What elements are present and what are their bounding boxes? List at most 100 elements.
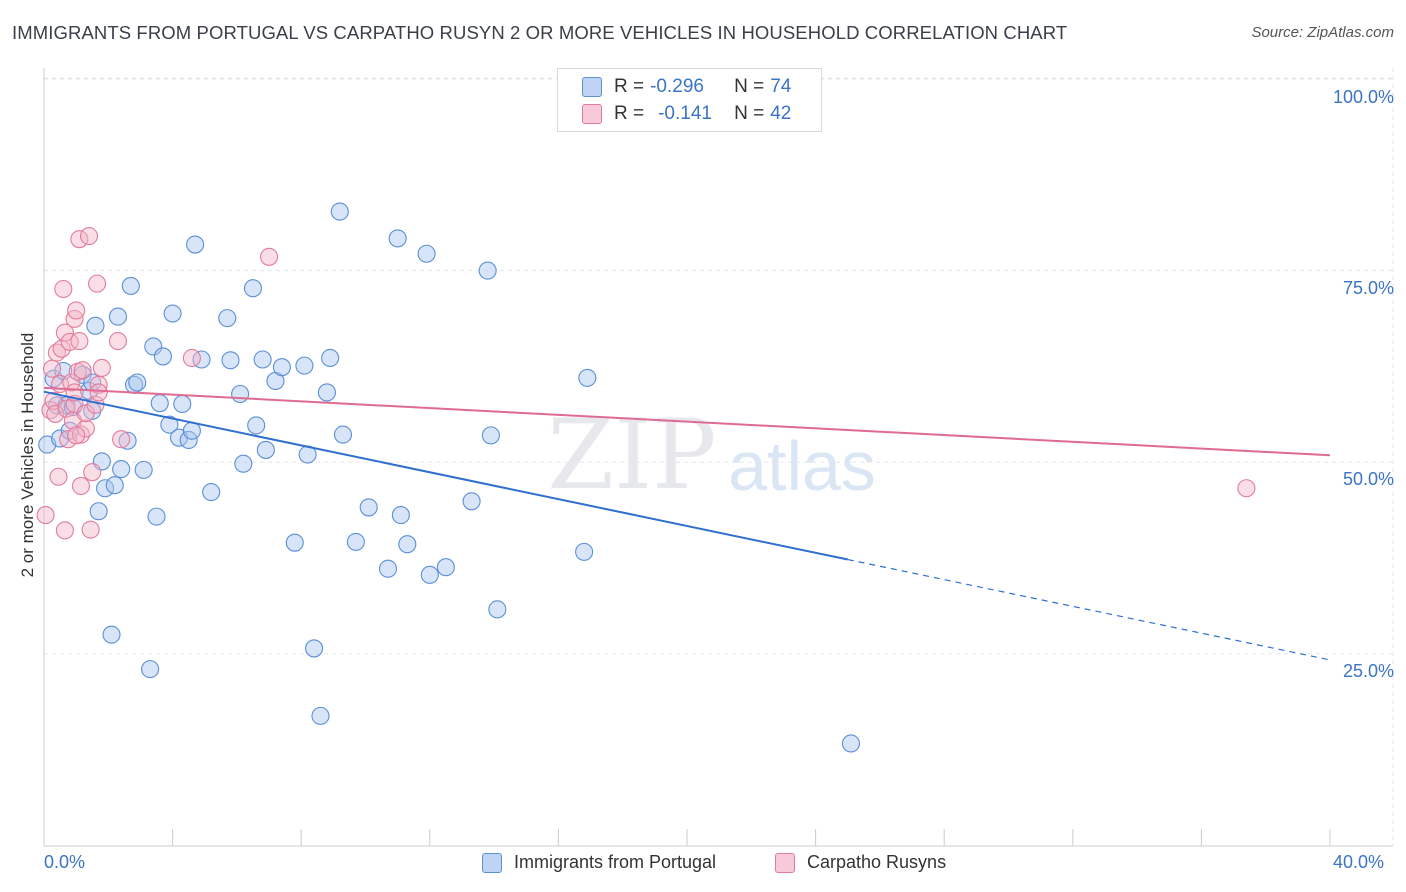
y-tick-label: 100.0% [1332,87,1394,107]
data-point [317,383,336,402]
data-point [398,535,417,554]
data-point [96,479,115,498]
data-point [182,348,201,368]
data-point [108,307,127,326]
data-point [202,483,221,502]
data-point [462,492,481,511]
data-point [87,274,107,293]
watermark-zip: ZIP [547,399,716,511]
data-point [359,498,378,517]
data-point [578,368,597,387]
data-point [173,394,192,414]
data-point [73,361,92,380]
legend-swatch-pink [775,852,795,873]
data-point [1237,479,1256,498]
data-point [218,309,237,328]
data-point [488,600,507,619]
data-point [46,404,65,423]
data-point [105,476,124,495]
data-point [272,358,291,377]
data-point [60,332,79,351]
data-point [71,476,91,496]
data-point [285,533,304,552]
legend-n-value: 74 [770,76,792,97]
legend-item-portugal[interactable]: Immigrants from Portugal [482,852,716,873]
data-point [55,521,74,540]
trend-line-portugal-extension [847,558,1331,661]
data-point [147,507,166,526]
data-point [112,460,131,479]
data-point [478,261,497,280]
trend-lines [43,386,1331,661]
chart-title: IMMIGRANTS FROM PORTUGAL VS CARPATHO RUS… [12,22,1068,43]
data-point [76,419,95,438]
data-point [305,639,324,658]
trend-line-portugal [43,390,848,561]
y-tick-label: 50.0% [1342,469,1394,489]
legend-n-label: N = [734,76,765,97]
data-point [89,383,108,402]
data-point [391,506,410,525]
data-point [575,542,594,561]
source-credit: Source: ZipAtlas.com [1251,24,1394,41]
legend-r-label: R = [614,103,645,124]
data-point [62,373,81,392]
watermark-atlas: atlas [728,427,876,505]
data-point [160,415,179,434]
legend-label: Carpatho Rusyns [807,852,947,872]
data-point [256,440,275,459]
legend-r-value: -0.296 [650,76,704,97]
data-point [163,304,182,323]
data-point [330,202,349,221]
y-tick-label: 25.0% [1342,661,1394,681]
data-point [243,279,263,298]
data-point [112,430,131,449]
legend-item-rusyn[interactable]: Carpatho Rusyns [775,852,946,873]
data-point [42,359,62,378]
series-portugal-points [38,202,861,753]
data-point [333,425,353,444]
data-point [81,520,100,539]
data-point [481,426,500,445]
data-point [134,460,153,479]
y-tick-label: 75.0% [1342,278,1394,298]
data-point [144,337,163,356]
data-point [79,227,99,246]
data-point [321,348,340,368]
data-point [259,247,279,266]
data-point [436,558,455,577]
data-point [841,734,861,753]
legend-row-rusyn: R = -0.141 N = 42 [582,102,791,126]
legend-n-value: 42 [770,103,792,124]
watermark: ZIP atlas [547,399,876,511]
data-point [70,332,89,351]
data-point [417,244,436,263]
x-tick-label-max: 40.0% [1333,852,1385,872]
correlation-legend: R = -0.296 N = 74 R = -0.141 N = 42 [557,68,822,132]
legend-swatch-blue [482,852,502,873]
data-point [141,660,160,679]
data-point [247,416,266,435]
data-point [54,279,73,299]
data-point [49,467,68,486]
data-point [92,358,111,377]
data-point [102,625,121,644]
data-point [186,235,205,254]
data-point [153,347,173,366]
data-point [221,351,240,370]
trend-line-rusyn [43,386,1331,457]
data-point [36,506,55,525]
data-point [86,316,105,335]
data-point [71,425,91,444]
data-point [234,454,253,473]
data-point [192,350,211,369]
legend-n-label: N = [734,103,765,124]
data-point [378,559,398,578]
data-point [70,230,89,249]
data-point [150,394,169,413]
data-point [67,301,86,320]
axes [43,68,1393,847]
data-point [121,276,140,295]
data-point [83,463,102,482]
